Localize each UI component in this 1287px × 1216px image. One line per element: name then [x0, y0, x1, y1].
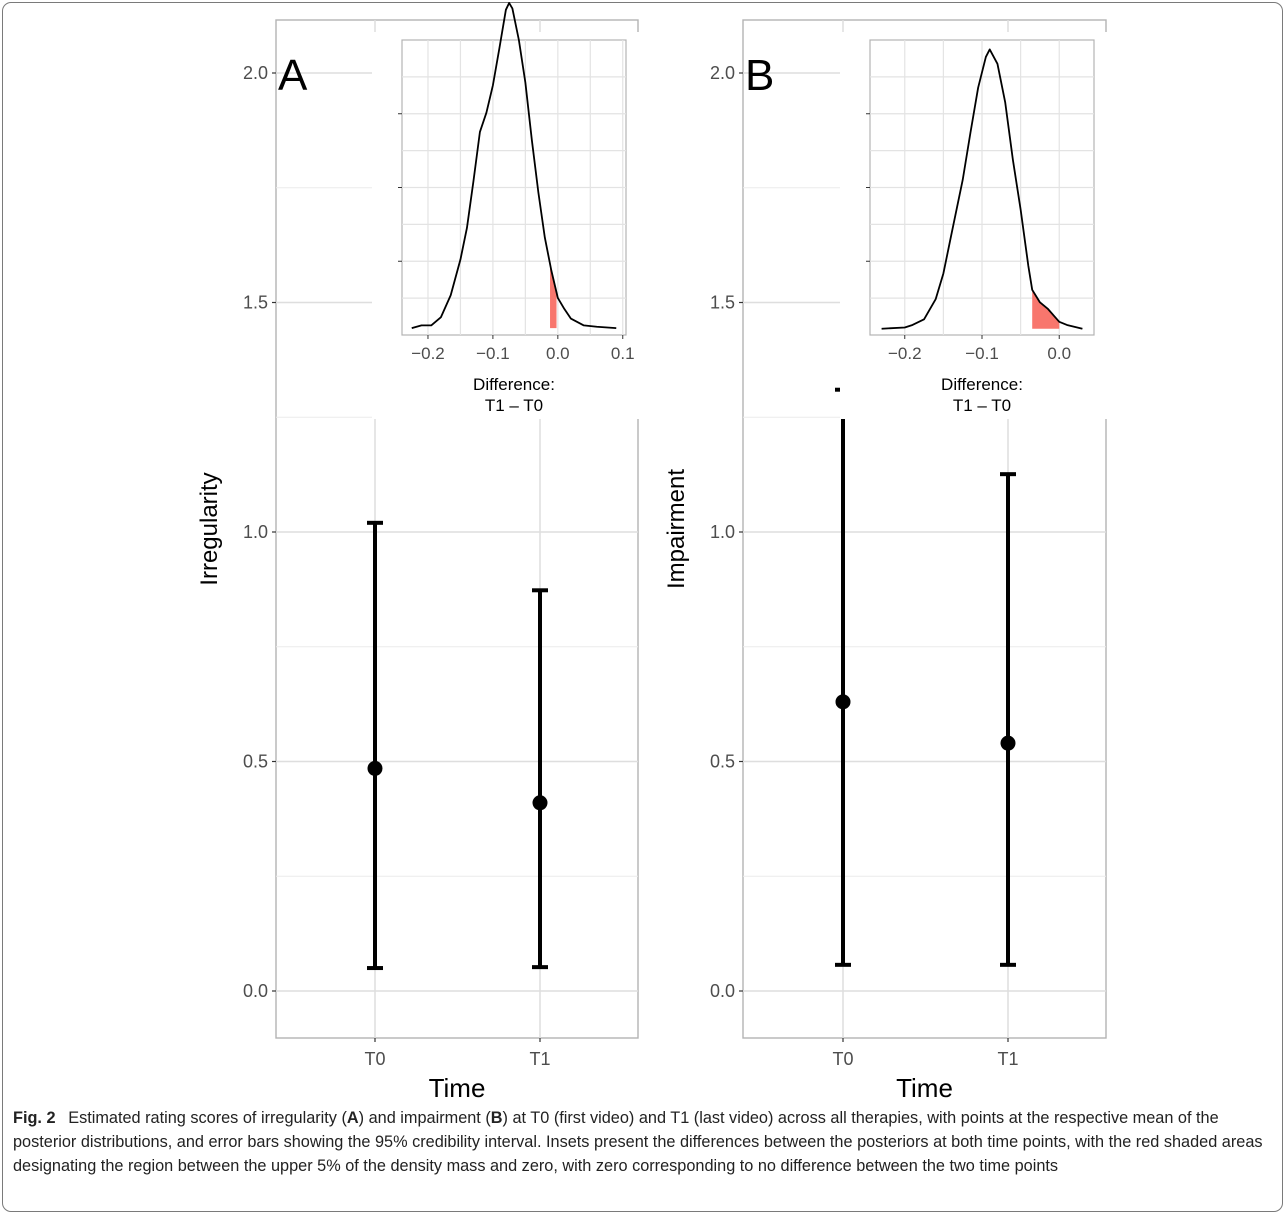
caption-panel-ref: B	[490, 1109, 503, 1127]
caption-label: Fig. 2	[13, 1109, 56, 1127]
y-tick-label: 2.0	[243, 63, 268, 83]
inset-density-plot: −0.2 −0.1 0.0 Difference: T1 – T0	[840, 32, 1108, 419]
inset-x-tick-label: 0.0	[546, 344, 570, 363]
inset-density-curve	[881, 48, 1083, 330]
panel-a: 0.0 0.5 1.0 1.5 2.0 T0 T1 Time Irregularity A −0.2…	[196, 2, 640, 1103]
x-axis-title: Time	[896, 1073, 953, 1103]
x-tick-label: T1	[997, 1049, 1018, 1069]
y-tick-label: 1.5	[243, 293, 268, 313]
y-tick-label: 0.5	[243, 752, 268, 772]
figure-caption: Fig. 2 Estimated rating scores of irregu…	[13, 1106, 1275, 1178]
y-axis-title: Impairment	[663, 469, 690, 589]
inset-shaded-region	[550, 263, 557, 329]
inset-x-tick-label: −0.1	[965, 344, 999, 363]
mean-point	[835, 694, 851, 710]
panel-label: A	[278, 51, 308, 100]
inset-x-tick-label: −0.2	[888, 344, 922, 363]
inset-density-plot: −0.2 −0.1 0.0 0.1 Difference: T1 – T0	[372, 2, 640, 419]
mean-point	[367, 760, 383, 776]
inset-x-axis-title: T1 – T0	[953, 396, 1011, 415]
y-tick-label: 0.5	[710, 752, 735, 772]
x-axis-title: Time	[429, 1073, 486, 1103]
inset-x-axis-title: Difference:	[473, 375, 555, 394]
inset-x-tick-label: 0.0	[1047, 344, 1071, 363]
inset-x-axis-title: T1 – T0	[485, 396, 543, 415]
y-axis-title: Irregularity	[196, 472, 223, 585]
caption-text-part: ) and impairment (	[358, 1109, 491, 1127]
x-tick-label: T1	[529, 1049, 550, 1069]
mean-point	[532, 795, 548, 811]
error-bar	[1000, 472, 1016, 967]
y-tick-label: 1.0	[710, 522, 735, 542]
error-bar	[367, 520, 383, 971]
inset-x-tick-label: 0.1	[611, 344, 635, 363]
y-tick-label: 0.0	[710, 981, 735, 1001]
x-tick-label: T0	[364, 1049, 385, 1069]
y-tick-label: 1.5	[710, 293, 735, 313]
y-tick-label: 1.0	[243, 522, 268, 542]
inset-x-tick-label: −0.1	[476, 344, 510, 363]
caption-panel-ref: A	[346, 1109, 359, 1127]
inset-x-axis-title: Difference:	[941, 375, 1023, 394]
y-tick-label: 2.0	[710, 63, 735, 83]
inset-shaded-region	[1032, 289, 1060, 329]
panel-label: B	[745, 51, 774, 100]
caption-text-part: Estimated rating scores of irregularity …	[68, 1109, 347, 1127]
error-bar	[532, 588, 548, 970]
inset-x-tick-label: −0.2	[411, 344, 445, 363]
inset-density-curve	[411, 2, 617, 330]
mean-point	[1000, 735, 1016, 751]
x-tick-label: T0	[832, 1049, 853, 1069]
caption-text-part: ) at T0 (first video) and T1 (last video…	[13, 1109, 1263, 1175]
y-tick-label: 0.0	[243, 981, 268, 1001]
caption-text: Estimated rating scores of irregularity …	[13, 1109, 1263, 1175]
